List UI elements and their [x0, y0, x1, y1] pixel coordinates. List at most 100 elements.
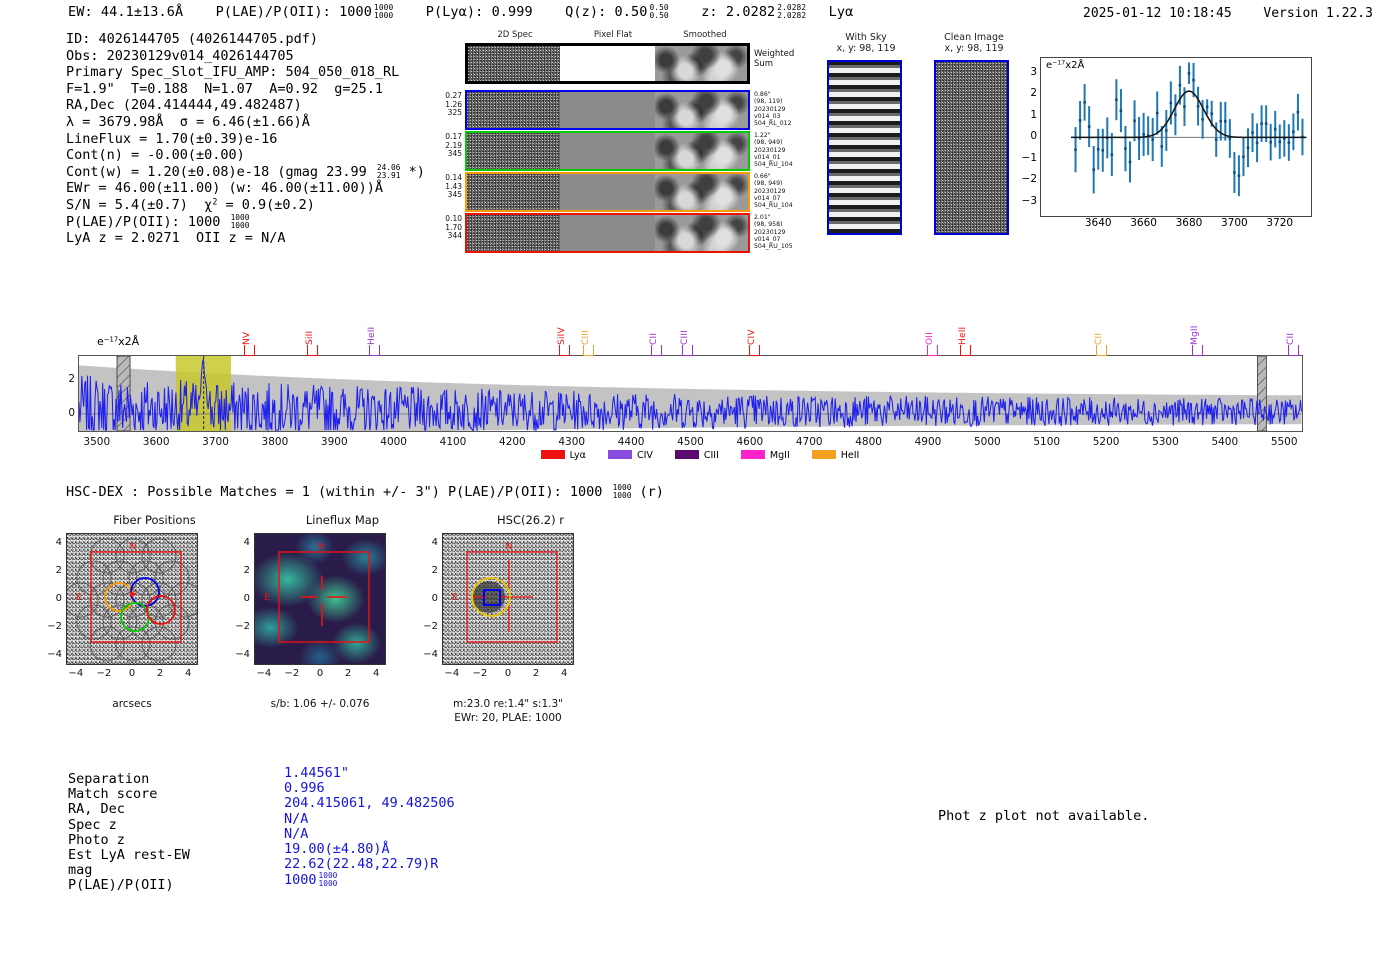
lineflux-map-overlay: N E	[264, 542, 370, 643]
header-summary-line: EW: 44.1±13.6Å P(LAE)/P(OII): 1000 1000 10…	[68, 4, 853, 20]
fiber-positions-xtick: 0	[128, 668, 136, 679]
fiber-positions-xtick: 2	[156, 668, 164, 679]
row-label-match-score: Match score	[68, 786, 158, 803]
hsc-r-ytick: −2	[423, 621, 438, 633]
header-plae-value: 1000	[339, 4, 372, 20]
spectrum-xtick: 5400	[1211, 436, 1239, 448]
row-label-plae: P(LAE)/P(OII)	[68, 877, 174, 894]
info-id: ID: 4026144705 (4026144705.pdf)	[66, 31, 318, 47]
fiber-positions-image[interactable]: N E	[66, 533, 198, 665]
cutout-title-with-sky: With Sky x, y: 98, 119	[836, 32, 896, 54]
spectrum-line-label: OII	[924, 332, 935, 345]
fiber-positions-ytick: 2	[55, 564, 62, 576]
legend-label: Lyα	[569, 450, 586, 461]
hscdex-plae-range: 1000 1000	[612, 483, 632, 500]
spectrum-line-label: NV	[242, 331, 253, 345]
spec2d-row-left-labels: 0.17 2.19 345	[445, 132, 462, 159]
fiber-positions-ytick: 0	[55, 593, 62, 604]
svg-text:E: E	[452, 593, 458, 603]
fiber-positions-ytick: −2	[47, 621, 62, 633]
legend-swatch	[740, 450, 765, 459]
lineflux-map-xtick: −4	[256, 668, 272, 679]
spectrum-line-tick	[1287, 345, 1299, 356]
spectrum-xtick: 4000	[380, 436, 407, 448]
spectrum-line-tick	[926, 345, 938, 356]
row-value-match-score: 0.996	[284, 780, 325, 797]
row-value-photo-z: N/A	[284, 825, 309, 842]
info-primary-spec-slot: Primary Spec_Slot_IFU_AMP: 504_050_018_R…	[66, 64, 400, 81]
spec2d-row-right-labels: 1.22" (98, 949) 20230129 v014_01 504_RU_104	[754, 132, 793, 169]
fit-plot-svg	[1071, 62, 1307, 197]
row-value-est-lya-rest-ew: 19.00(±4.80)Å	[284, 841, 390, 858]
header-plae-range: 1000 1000	[374, 3, 394, 20]
lineflux-map-ytick: 4	[243, 536, 250, 548]
hsc-r-ytick: 2	[431, 564, 438, 576]
spectrum-xtick: 4700	[795, 436, 823, 448]
spec2d-fiber-row	[465, 172, 750, 212]
svg-text:N: N	[318, 542, 325, 552]
info-lineflux: LineFlux = 1.70(±0.39)e-16	[66, 130, 278, 147]
spectrum-xtick: 3900	[320, 436, 348, 448]
lineflux-map-image[interactable]: N E	[254, 533, 386, 665]
header-qz-label: Q(z):	[565, 4, 607, 20]
hsc-r-xlabel: m:23.0 re:1.4" s:1.3"	[453, 698, 563, 710]
svg-text:N: N	[506, 542, 513, 552]
spectrum-line-tick	[244, 345, 256, 356]
fit-plot-xtick: 3720	[1266, 217, 1294, 229]
hsc-r-xtick: 2	[532, 668, 540, 679]
lineflux-map-xlabel: s/b: 1.06 +/- 0.076	[270, 698, 370, 710]
spectrum-line-tick	[650, 345, 662, 356]
row-label-radec: RA, Dec	[68, 801, 125, 818]
spectrum-line-label: CII	[648, 332, 659, 345]
legend-swatch	[540, 450, 565, 459]
spectrum-units-label: e−17x2Å	[97, 335, 140, 348]
spectrum-line-tick	[582, 345, 594, 356]
info-radec: RA,Dec (204.414444,49.482487)	[66, 97, 302, 114]
fiber-positions-xtick: −2	[96, 668, 112, 679]
spectrum-svg	[79, 356, 1302, 431]
spec2d-panel: 2D Spec Pixel Flat Smoothed Weighted Sum…	[440, 30, 800, 253]
fit-plot-ytick: −2	[1021, 173, 1037, 186]
info-cont-n: Cont(n) = -0.00(±0.00)	[66, 147, 245, 164]
fiber-positions-ytick: −4	[47, 649, 62, 661]
fiber-positions-ytick: 4	[55, 536, 62, 548]
spectrum-xtick: 4400	[617, 436, 645, 448]
row-label-spec-z: Spec z	[68, 816, 117, 833]
row-label-separation: Separation	[68, 771, 150, 787]
spectrum-line-label: CII	[1285, 332, 1296, 345]
spectrum-line-label: CIII	[679, 329, 690, 345]
fit-plot-ytick: 2	[1030, 87, 1037, 100]
spec2d-row-right-labels: 0.86" (98, 119) 20230129 v014_03 504_RL_012	[754, 91, 792, 128]
spectrum-line-label: CII	[1094, 332, 1105, 345]
lineflux-map-xtick: −2	[284, 668, 300, 679]
hsc-r-xtick: −2	[472, 668, 488, 679]
legend-swatch	[607, 450, 632, 459]
spectrum-ytick: 2	[68, 372, 75, 385]
panel-title-fiber-positions: Fiber Positions	[113, 513, 196, 527]
spectrum-line-label: CIII	[580, 329, 591, 345]
info-seeing-params: F=1.9" T=0.188 N=1.07 A=0.92 g=25.1	[66, 80, 383, 97]
row-label-est-lya-rest-ew: Est LyA rest-EW	[68, 847, 190, 864]
spectrum-line-tick	[681, 345, 693, 356]
fit-plot-ytick: 3	[1030, 65, 1037, 78]
bottom-table-values: 1.44561" 0.996 204.415061, 49.482506 N/A…	[284, 765, 455, 888]
spectrum-line-tick	[959, 345, 971, 356]
spectrum-xtick: 3700	[202, 436, 229, 448]
spec2d-row-right-labels: 0.66" (98, 949) 20230129 v014_07 504_RU_104	[754, 173, 793, 210]
spectrum-xtick: 4800	[855, 436, 882, 448]
hsc-r-ytick: 4	[431, 536, 438, 548]
cutout-with-sky-image	[827, 60, 902, 235]
spectrum-xtick: 3600	[142, 436, 170, 448]
info-redshifts: LyA z = 2.0271 OII z = N/A	[66, 230, 286, 247]
spectrum-xtick: 4300	[558, 436, 586, 448]
spectrum-line-label: SiIV	[556, 327, 567, 345]
svg-text:E: E	[76, 593, 82, 603]
spectrum-xtick: 4600	[736, 436, 764, 448]
spec2d-fiber-row	[465, 131, 750, 171]
hsc-r-image[interactable]: N E	[442, 533, 574, 665]
fiber-positions-xlabel: arcsecs	[112, 698, 152, 710]
full-spectrum-plot	[78, 355, 1303, 432]
lineflux-map-xtick: 2	[344, 668, 352, 679]
hsc-r-ytick: −4	[423, 649, 438, 661]
spec2d-row-left-labels: 0.10 1.70 344	[445, 214, 462, 241]
